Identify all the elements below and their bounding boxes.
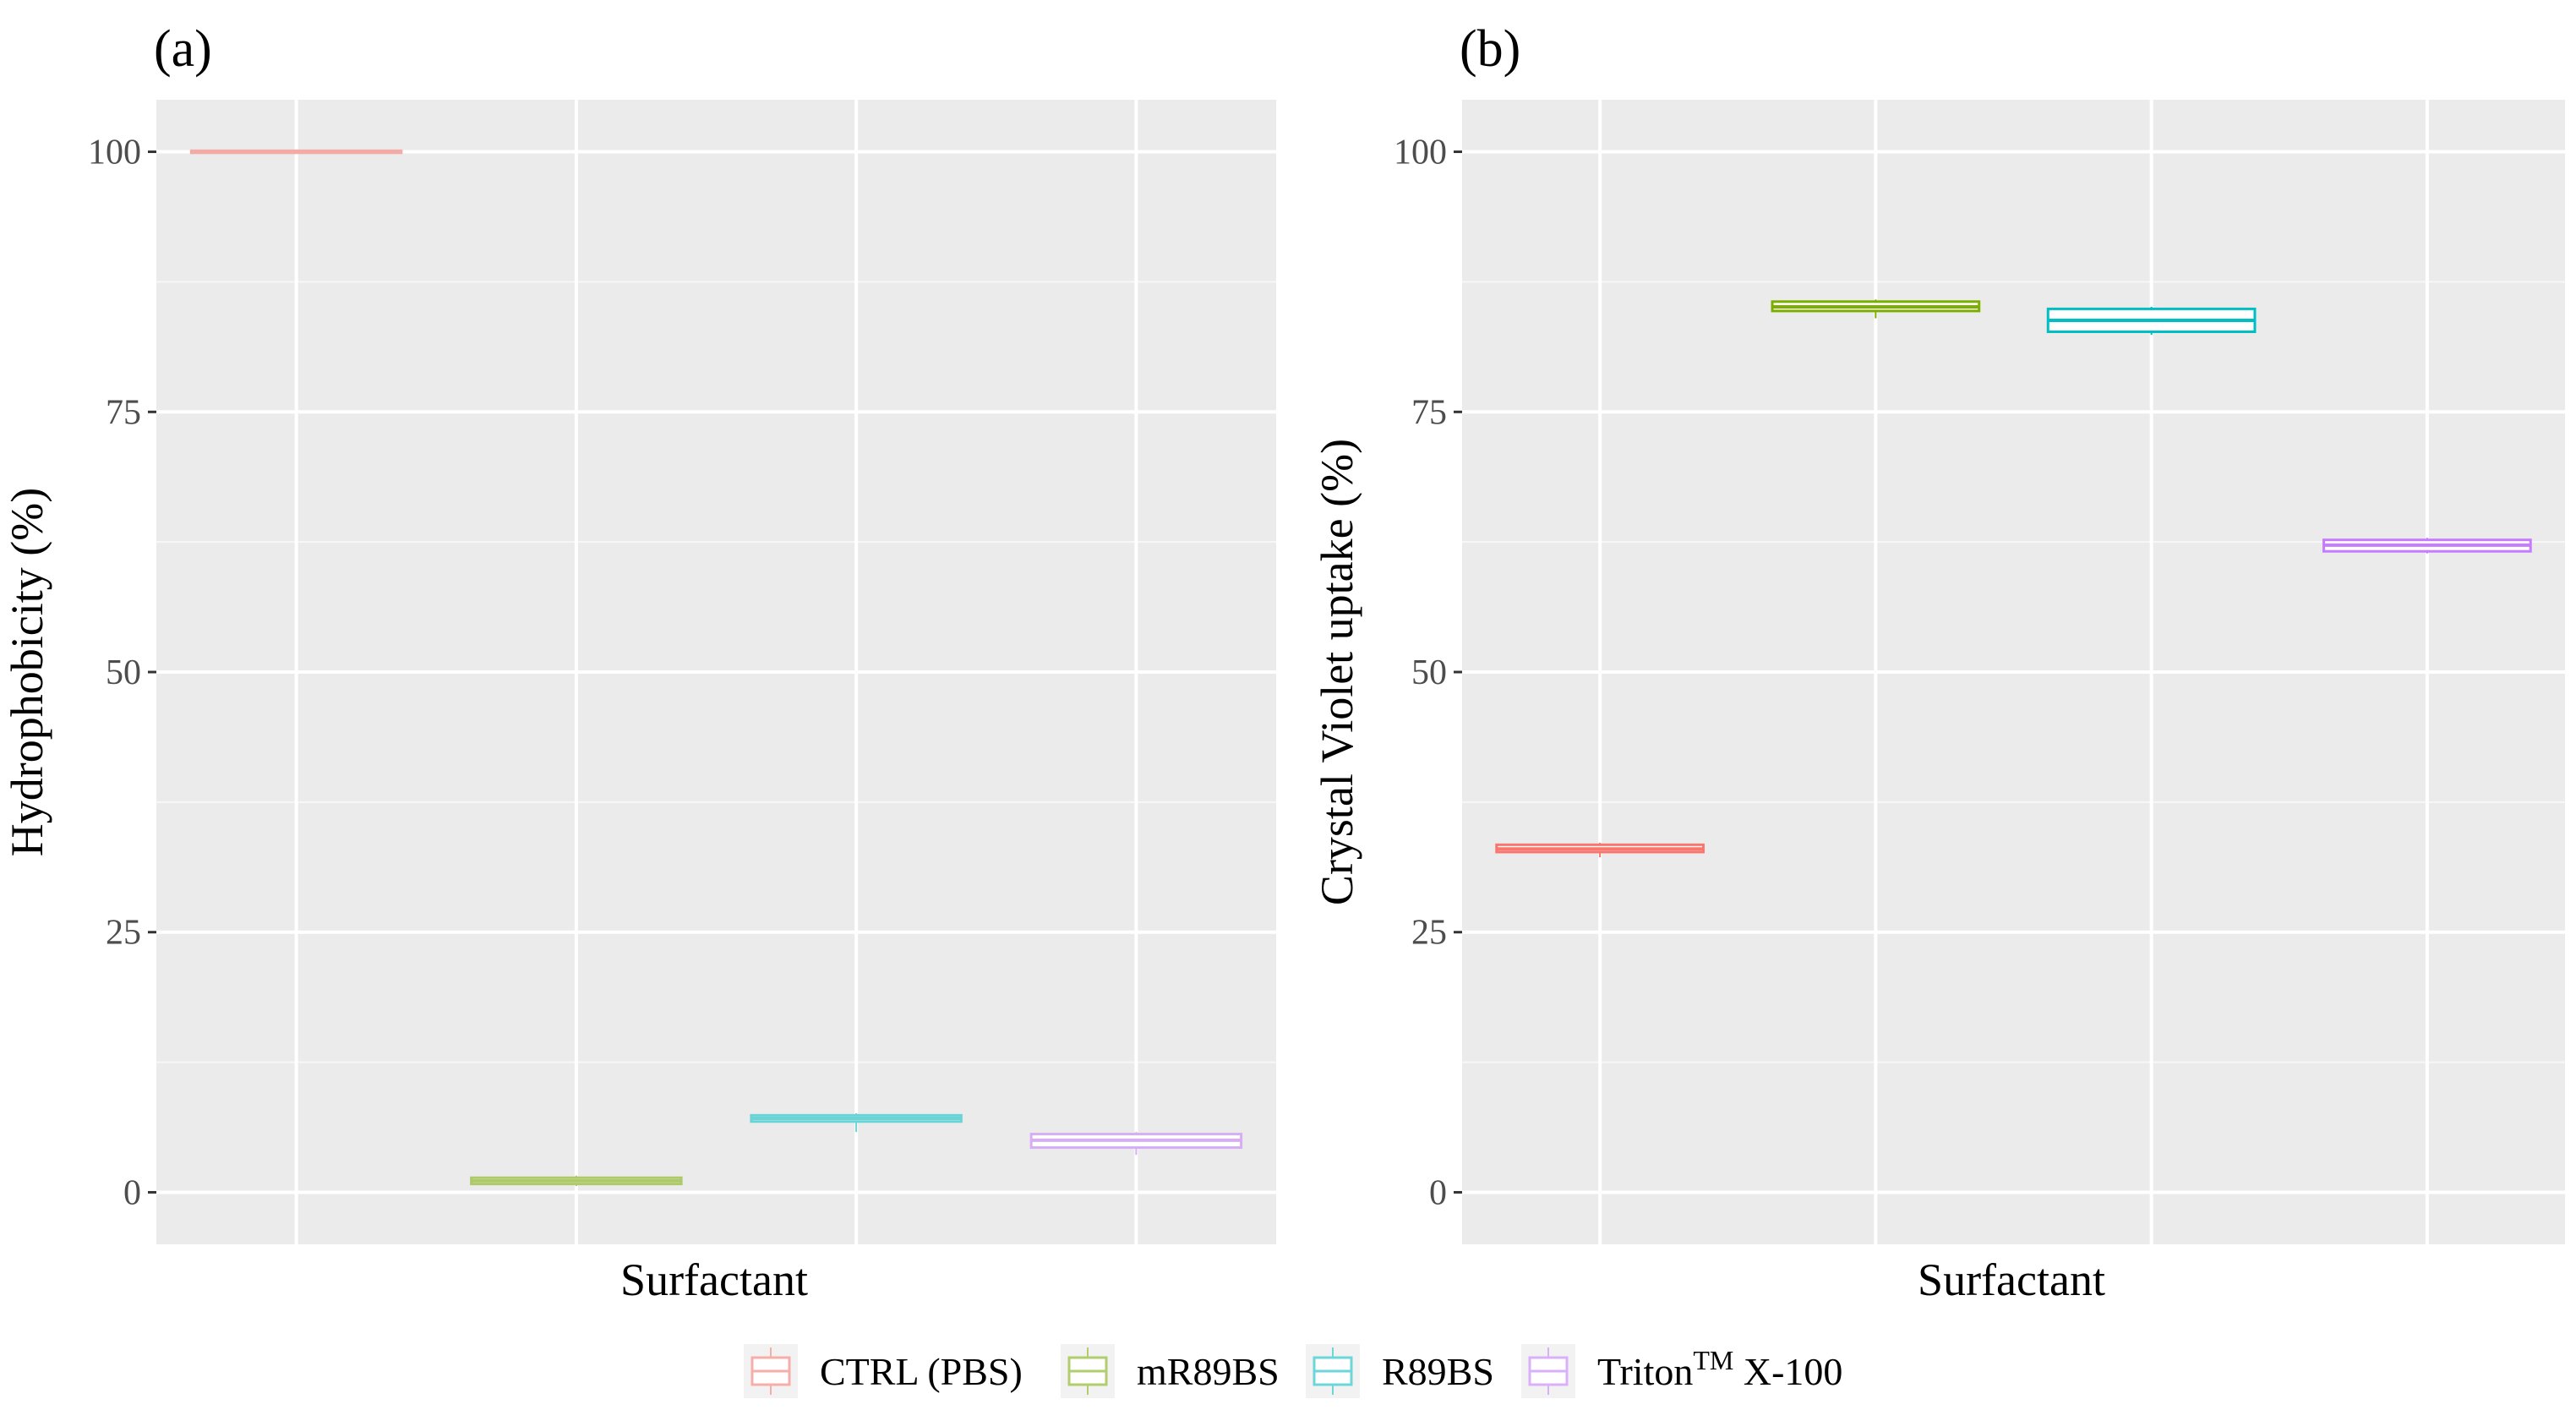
box-ctrl-pbs- <box>189 149 403 155</box>
box-r89bs <box>750 1112 963 1133</box>
y-tick-label: 25 <box>1411 914 1447 953</box>
panel-a: 0 25 50 75 100 (a) Surfactant Hydrophobicity (%… <box>2 20 1276 1305</box>
legend-item: R89BS <box>1306 1344 1494 1398</box>
panel-label: (b) <box>1460 20 1520 78</box>
legend-item: mR89BS <box>1061 1344 1280 1398</box>
legend-label: R89BS <box>1382 1350 1494 1393</box>
legend-item: CTRL (PBS) <box>744 1344 1023 1398</box>
box-tritontm-x-100 <box>2322 538 2532 554</box>
box-mr89bs <box>470 1175 683 1187</box>
y-axis-title: Crystal Violet uptake (%) <box>1312 439 1362 905</box>
panel-b: 0 25 50 75 100 (b) Surfactant Crystal Violet up… <box>1312 20 2565 1305</box>
y-tick-label: 75 <box>106 393 141 432</box>
y-axis-title: Hydrophobicity (%) <box>2 488 52 856</box>
box-ctrl-pbs- <box>1495 842 1705 858</box>
y-tick-label: 0 <box>123 1173 141 1212</box>
y-tick-label: 0 <box>1429 1173 1447 1212</box>
legend-label: CTRL (PBS) <box>820 1350 1023 1393</box>
y-tick-label: 75 <box>1411 393 1447 432</box>
box-r89bs <box>2046 306 2257 336</box>
legend-label: TritonTM X-100 <box>1597 1345 1842 1393</box>
y-tick-label: 100 <box>88 134 141 172</box>
panel-label: (a) <box>154 20 212 78</box>
x-axis-title: Surfactant <box>1918 1254 2105 1305</box>
x-axis-title: Surfactant <box>620 1254 808 1305</box>
legend: CTRL (PBS) mR89BS R89BS TritonTM X-100 <box>744 1344 1842 1398</box>
legend-item: TritonTM X-100 <box>1521 1344 1842 1398</box>
y-tick-label: 50 <box>1411 653 1447 692</box>
legend-label: mR89BS <box>1137 1350 1280 1393</box>
y-tick-label: 100 <box>1394 134 1447 172</box>
y-tick-label: 50 <box>106 653 141 692</box>
box-mr89bs <box>1771 299 1981 319</box>
box-tritontm-x-100 <box>1029 1132 1243 1156</box>
y-tick-label: 25 <box>106 914 141 953</box>
